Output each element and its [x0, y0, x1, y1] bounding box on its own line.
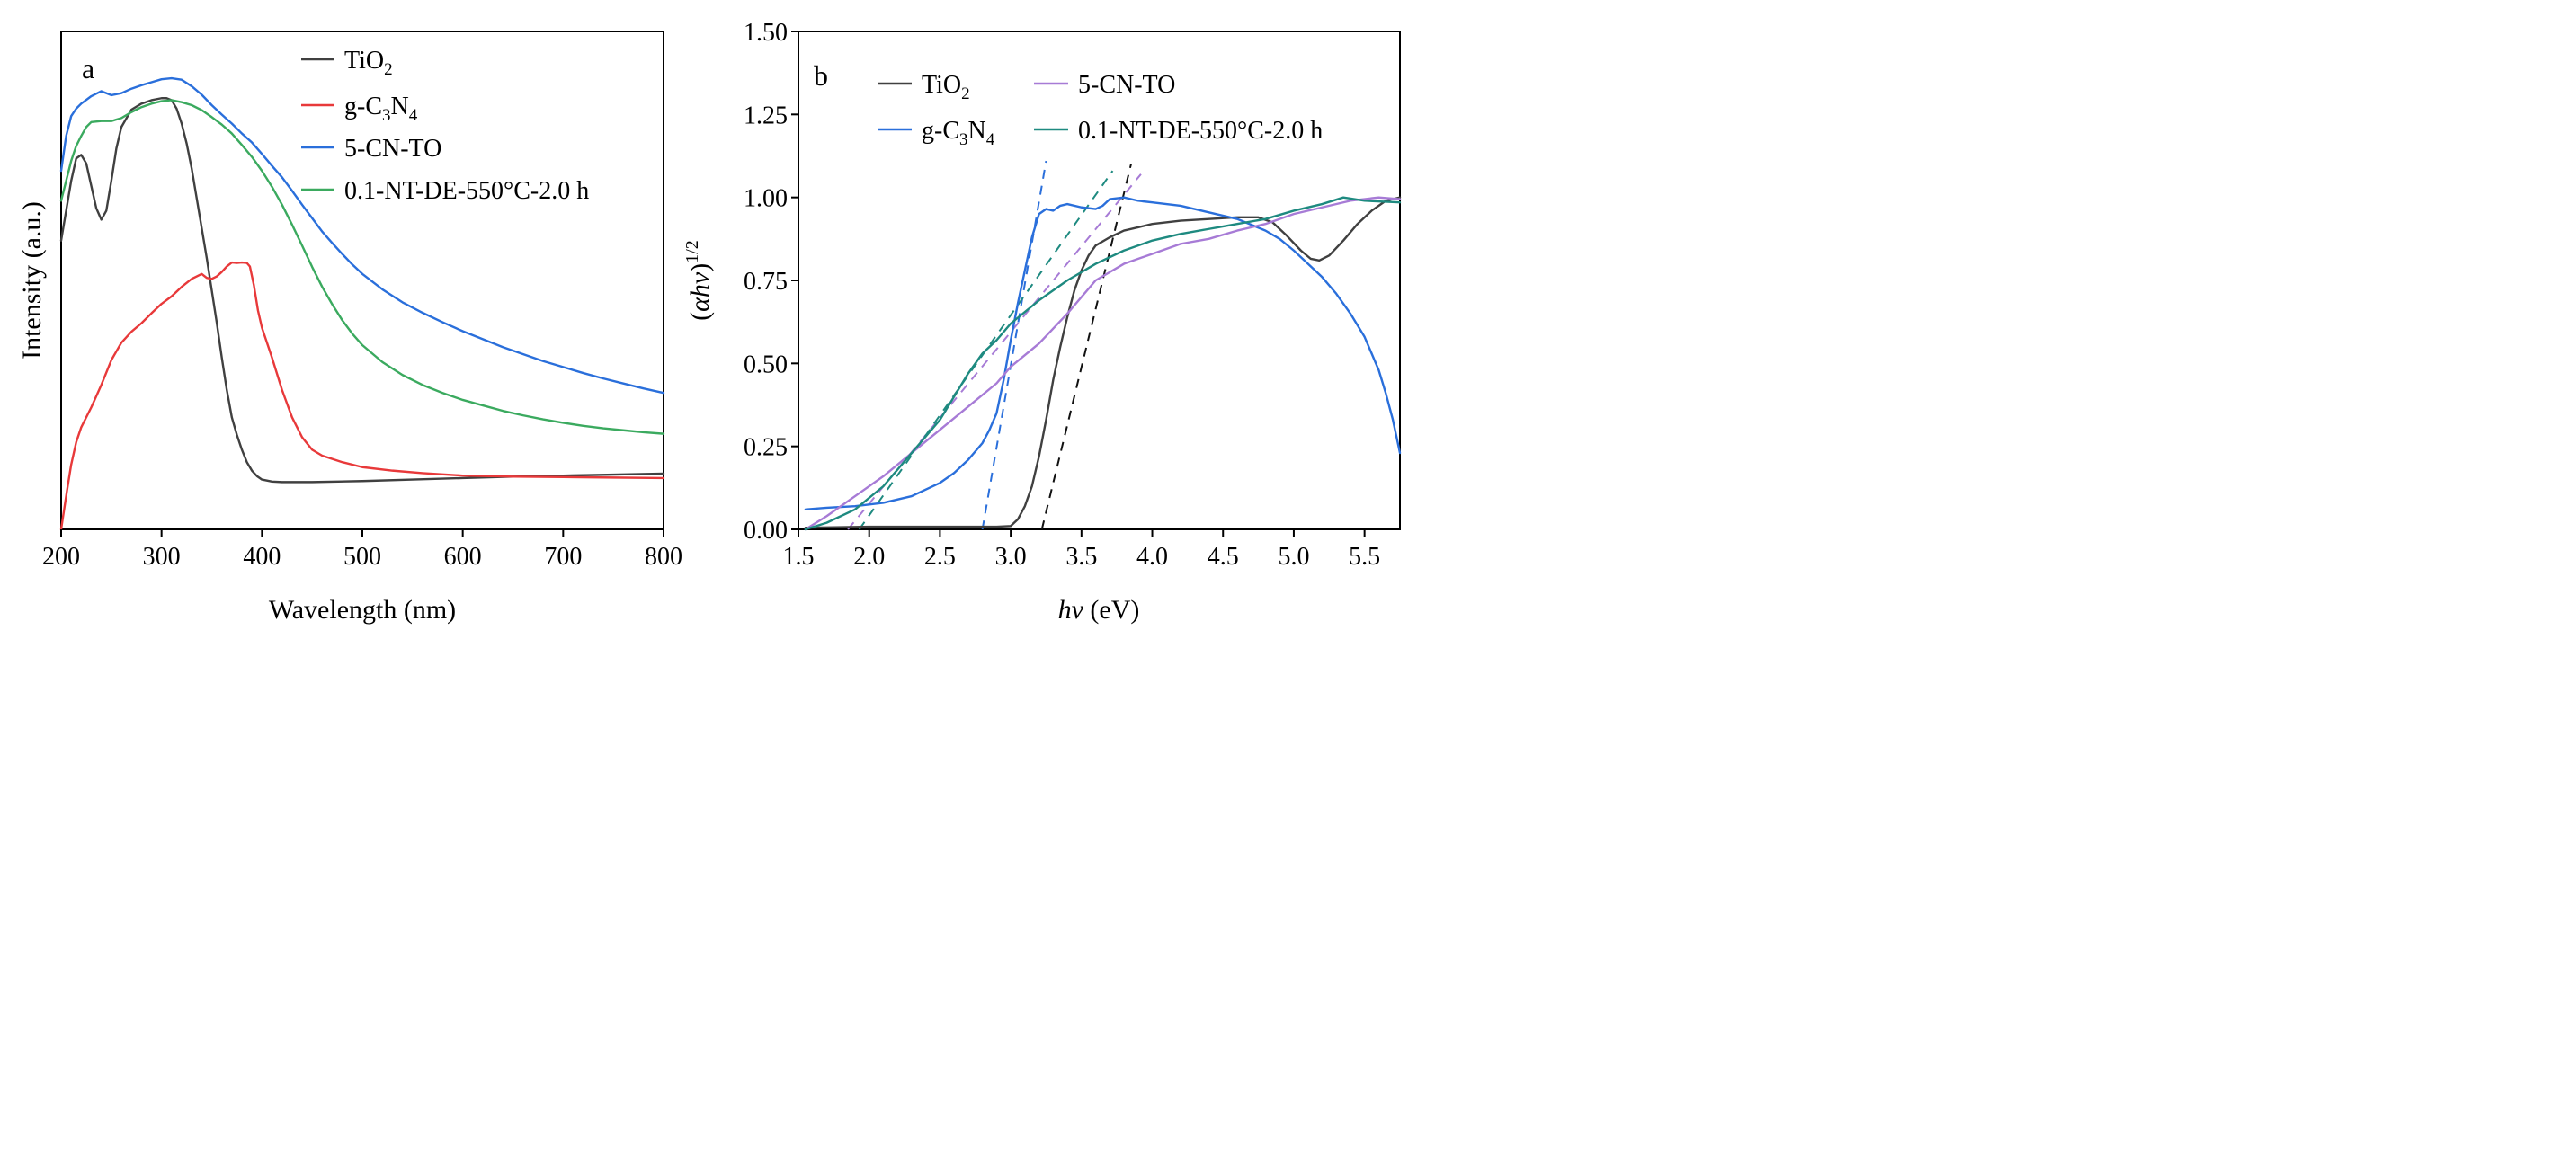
panel-a-x-ticks: 200 300 400 500 600 700 800	[42, 529, 682, 571]
panel-b-y-tick-label-4: 1.00	[744, 185, 788, 213]
panel-a-legend-label-5cnto: 5-CN-TO	[344, 135, 441, 163]
panel-b-x-tick-label-0: 1.5	[783, 543, 815, 571]
panel-b-series-0-1-nt-de-550-c-2-0-h	[804, 196, 1402, 531]
panel-b-x-tick-label-8: 5.5	[1349, 543, 1380, 571]
panel-a-series-tio2	[59, 97, 665, 484]
panel-b-legend-entry-tio2: TiO2	[878, 71, 970, 103]
panel-b-series-g-c3n4	[804, 196, 1402, 511]
panel-b-letter: b	[814, 59, 828, 92]
panel-a-series-0-1-nt-de-550-c-2-0-h	[59, 99, 665, 435]
panel-b-x-tick-label-4: 3.5	[1065, 543, 1097, 571]
panel-b-curves	[804, 196, 1402, 531]
panel-b-legend-label-5cnto: 5-CN-TO	[1078, 71, 1175, 99]
panel-b-legend-label-ntde: 0.1-NT-DE-550°C-2.0 h	[1078, 117, 1323, 145]
panel-a-x-tick-label-2: 400	[243, 543, 281, 571]
panel-b-x-tick-label-5: 4.0	[1136, 543, 1168, 571]
panel-a-series-g-c3n4	[59, 261, 665, 531]
panel-a-legend-label-gc3n4: g-C3N4	[344, 93, 418, 125]
panel-b-tangent-5-cn-to-fit	[847, 173, 1142, 530]
panel-a-y-axis-title: Intensity (a.u.)	[17, 201, 47, 360]
panel-b-y-ticks: 0.00 0.25 0.50 0.75 1.00 1.25 1.50	[744, 19, 798, 545]
panel-a: 200 300 400 500 600 700 800 a Wavelength (nm) …	[17, 31, 682, 625]
panel-b-y-tick-label-5: 1.25	[744, 102, 788, 129]
figure: 200 300 400 500 600 700 800 a Wavelength (nm) …	[17, 19, 1402, 625]
panel-b-x-axis-title: hv (eV)	[1058, 595, 1140, 625]
panel-b-x-tick-label-2: 2.5	[924, 543, 956, 571]
panel-a-legend-entry-tio2: TiO2	[301, 47, 393, 79]
panel-a-x-tick-label-6: 800	[645, 543, 682, 571]
panel-a-x-tick-label-3: 500	[343, 543, 381, 571]
panel-b-y-tick-label-6: 1.50	[744, 19, 788, 47]
panel-b-y-axis-title: (αhv)1/2	[682, 240, 715, 321]
panel-a-letter: a	[82, 52, 94, 84]
panel-b-x-ticks: 1.5 2.0 2.5 3.0 3.5 4.0 4.5 5.0 5.5	[783, 529, 1380, 571]
panel-b-tangent-tio2-fit	[1040, 164, 1132, 530]
panel-b-legend-label-gc3n4: g-C3N4	[922, 117, 995, 149]
panel-a-curves	[59, 76, 665, 531]
panel-a-x-tick-label-5: 700	[544, 543, 582, 571]
panel-b-legend-label-tio2: TiO2	[922, 71, 970, 103]
panel-b-legend-entry-ntde: 0.1-NT-DE-550°C-2.0 h	[1034, 117, 1323, 145]
panel-b-tangent-lines	[847, 160, 1142, 530]
panel-a-x-tick-label-1: 300	[143, 543, 181, 571]
panel-a-legend-label-tio2: TiO2	[344, 47, 393, 79]
panel-b-x-tick-label-1: 2.0	[853, 543, 885, 571]
panel-b-plot-frame	[798, 31, 1401, 530]
panel-b-legend-entry-5cnto: 5-CN-TO	[1034, 71, 1175, 99]
panel-a-legend-entry-gc3n4: g-C3N4	[301, 93, 418, 125]
panel-a-series-5-cn-to	[59, 76, 665, 395]
panel-a-x-axis-title: Wavelength (nm)	[269, 595, 456, 625]
panel-a-x-tick-label-4: 600	[444, 543, 482, 571]
panel-b-x-tick-label-6: 4.5	[1208, 543, 1239, 571]
panel-b: 1.5 2.0 2.5 3.0 3.5 4.0 4.5 5.0 5.5 0.00 0.25 0.50…	[682, 19, 1402, 625]
panel-b-y-tick-label-2: 0.50	[744, 351, 788, 378]
panel-b-series-tio2	[804, 196, 1402, 529]
panel-a-x-tick-label-0: 200	[42, 543, 80, 571]
panel-b-x-tick-label-7: 5.0	[1278, 543, 1309, 571]
panel-b-legend: TiO2 g-C3N4 5-CN-TO 0.1-NT-DE-550°C-2.0 …	[878, 71, 1323, 149]
panel-b-x-tick-label-3: 3.0	[995, 543, 1027, 571]
panel-b-y-tick-label-3: 0.75	[744, 268, 788, 296]
panel-a-legend-entry-ntde: 0.1-NT-DE-550°C-2.0 h	[301, 177, 589, 205]
panel-a-legend: TiO2 g-C3N4 5-CN-TO 0.1-NT-DE-550°C-2.0 …	[301, 47, 589, 205]
panel-a-legend-label-ntde: 0.1-NT-DE-550°C-2.0 h	[344, 177, 589, 205]
panel-a-legend-entry-5cnto: 5-CN-TO	[301, 135, 441, 163]
panel-b-y-tick-label-1: 0.25	[744, 434, 788, 462]
panel-b-tangent-0-1-nt-de-550-c-2-0-h-fit	[858, 170, 1114, 530]
panel-b-y-tick-label-0: 0.00	[744, 517, 788, 545]
panel-b-series-5-cn-to	[804, 196, 1402, 531]
panel-b-legend-entry-gc3n4: g-C3N4	[878, 117, 995, 149]
